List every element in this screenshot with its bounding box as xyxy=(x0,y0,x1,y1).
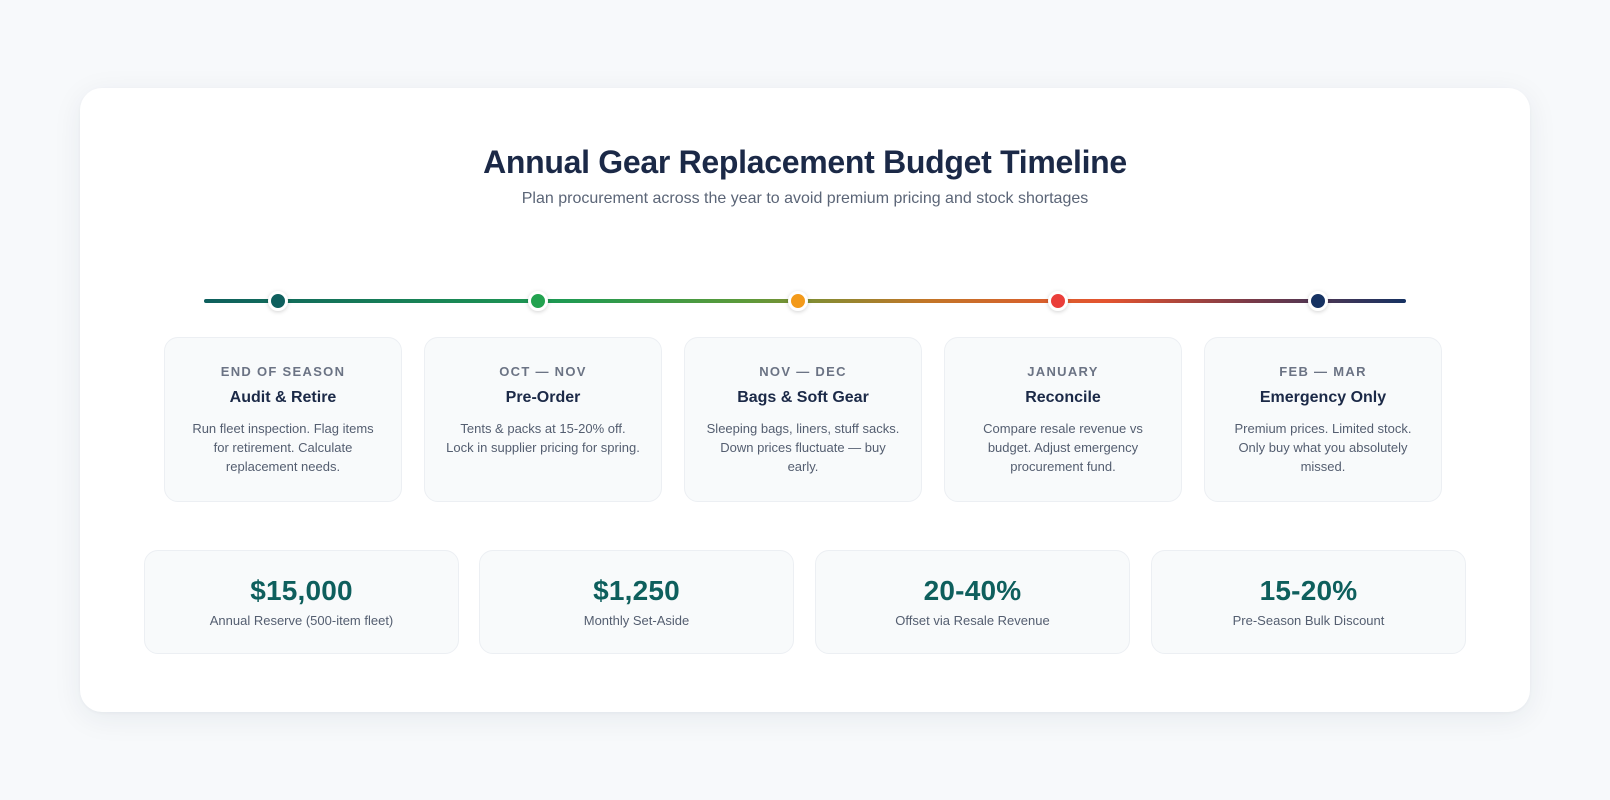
stat-card-bulk-discount: 15-20% Pre-Season Bulk Discount xyxy=(1151,550,1466,654)
stat-card-resale-offset: 20-40% Offset via Resale Revenue xyxy=(815,550,1130,654)
stat-value: 15-20% xyxy=(1259,575,1358,606)
timeline-dot-end-of-season xyxy=(268,291,288,311)
phase-title: Emergency Only xyxy=(1259,389,1387,406)
phase-card-feb-mar: FEB — MAR Emergency Only Premium prices.… xyxy=(1204,337,1442,502)
stat-value: $15,000 xyxy=(250,575,353,606)
timeline-dot-january xyxy=(1048,291,1068,311)
timeline-dot-oct-nov xyxy=(528,291,548,311)
timeline-dot-nov-dec xyxy=(788,291,808,311)
stat-label: Pre-Season Bulk Discount xyxy=(1232,613,1385,628)
phase-title: Reconcile xyxy=(1025,389,1101,406)
phase-title: Bags & Soft Gear xyxy=(737,389,869,406)
stat-card-monthly-set-aside: $1,250 Monthly Set-Aside xyxy=(479,550,794,654)
stat-label: Offset via Resale Revenue xyxy=(895,613,1050,628)
phase-description: Sleeping bags, liners, stuff sacks. Down… xyxy=(706,421,900,474)
phase-card-end-of-season: END OF SEASON Audit & Retire Run fleet i… xyxy=(164,337,402,502)
stat-label: Monthly Set-Aside xyxy=(583,613,690,628)
phase-description: Run fleet inspection. Flag items for ret… xyxy=(192,421,374,474)
phase-period: NOV — DEC xyxy=(759,364,847,379)
phase-description: Premium prices. Limited stock. Only buy … xyxy=(1234,421,1412,474)
timeline-card: Annual Gear Replacement Budget Timeline … xyxy=(80,88,1530,712)
page-subtitle: Plan procurement across the year to avoi… xyxy=(521,190,1089,207)
phase-period: OCT — NOV xyxy=(499,364,587,379)
phase-description: Tents & packs at 15-20% off. Lock in sup… xyxy=(446,421,640,455)
stat-label: Annual Reserve (500-item fleet) xyxy=(209,613,394,628)
phase-period: END OF SEASON xyxy=(220,364,346,379)
phase-card-nov-dec: NOV — DEC Bags & Soft Gear Sleeping bags… xyxy=(684,337,922,502)
page-title: Annual Gear Replacement Budget Timeline xyxy=(483,144,1127,180)
timeline-dot-feb-mar xyxy=(1308,291,1328,311)
stat-value: 20-40% xyxy=(923,575,1022,606)
stat-card-annual-reserve: $15,000 Annual Reserve (500-item fleet) xyxy=(144,550,459,654)
phase-period: JANUARY xyxy=(1027,364,1099,379)
phase-description: Compare resale revenue vs budget. Adjust… xyxy=(983,421,1143,474)
phase-card-january: JANUARY Reconcile Compare resale revenue… xyxy=(944,337,1182,502)
phase-period: FEB — MAR xyxy=(1279,364,1367,379)
phase-title: Pre-Order xyxy=(505,389,581,406)
stat-value: $1,250 xyxy=(593,575,680,606)
phase-title: Audit & Retire xyxy=(229,389,337,406)
phase-card-oct-nov: OCT — NOV Pre-Order Tents & packs at 15-… xyxy=(424,337,662,502)
